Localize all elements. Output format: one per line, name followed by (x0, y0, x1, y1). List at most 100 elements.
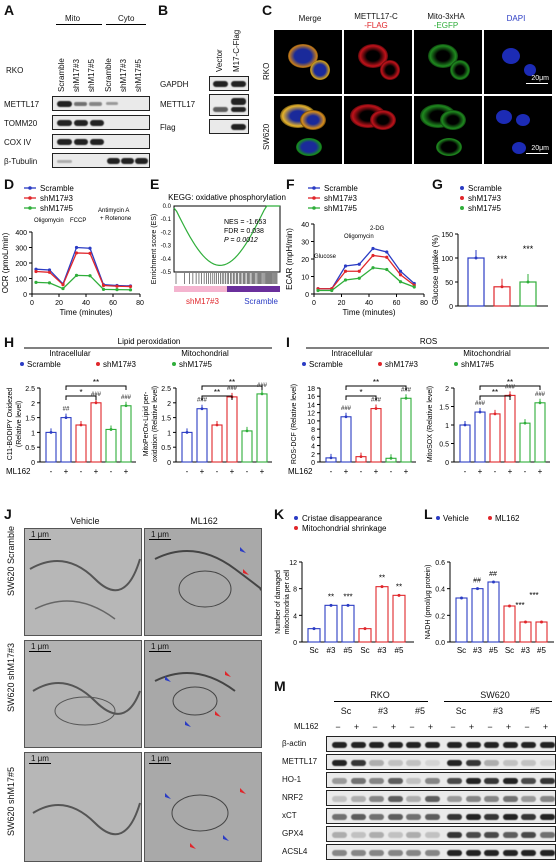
data-point (316, 288, 320, 293)
x-axis-label: Time (minutes) (342, 308, 395, 317)
bar (519, 281, 537, 307)
y-tick-label: -0.5 (161, 270, 172, 276)
blot-row-label: Flag (160, 123, 176, 132)
data-point (344, 415, 348, 419)
bar (226, 396, 238, 463)
x-tick-label: Sc (505, 646, 514, 655)
em-image-sh5-ml162: 1 μm (144, 752, 262, 862)
significance-stars: ** (492, 388, 498, 397)
data-point (371, 246, 375, 251)
data-point (88, 246, 92, 250)
legend-label: Vehicle (443, 514, 469, 523)
data-point (215, 423, 219, 427)
blot-row-label: GPX4 (282, 829, 304, 838)
data-point (128, 284, 133, 289)
significance-bracket (65, 395, 97, 400)
y-tick-label: 10 (301, 275, 309, 282)
data-point (61, 283, 65, 287)
treatment-sign: + (64, 467, 69, 476)
significance-hash: ## (63, 407, 70, 413)
column-mettl17: METTL17-C (354, 12, 398, 21)
data-point (478, 410, 482, 414)
treatment-sign: − (450, 722, 456, 732)
column-vehicle: Vehicle (70, 516, 100, 526)
column-merge: Merge (298, 14, 322, 23)
x-tick-label: 20 (55, 300, 63, 307)
scale-bar-label: 1 μm (151, 642, 169, 651)
lane-label: Scramble (104, 58, 113, 92)
significance-hash: ### (121, 395, 132, 401)
cell-line-rko: RKO (6, 66, 24, 75)
blot-band (484, 814, 499, 820)
blot-band (502, 778, 518, 784)
panel-label-d: D (4, 176, 15, 192)
treatment-sign: - (464, 467, 467, 476)
blot-band (484, 760, 499, 766)
em-image-sh3-ml162: 1 μm (144, 640, 262, 748)
group-label: #5 (414, 706, 425, 716)
significance-hash: ## (489, 571, 497, 578)
blot-band (387, 742, 403, 748)
scale-bar-label: 1 μm (151, 530, 169, 539)
panel-label-k: K (274, 506, 285, 522)
blot-band (465, 796, 481, 802)
series-line (35, 246, 131, 287)
significance-stars: *** (529, 591, 538, 600)
panel-label-j: J (4, 506, 12, 522)
blot-row-label: β-Tubulin (4, 157, 38, 166)
bar (256, 393, 268, 463)
scale-bar-label: 20μm (531, 75, 549, 82)
data-point (343, 269, 348, 273)
group-label: #3 (377, 706, 388, 716)
bar (181, 431, 193, 463)
blot-band (447, 760, 462, 766)
chart-f: 0 10 20 30 40 0 20 40 60 80 Time (minutes) ECAR (mp… (285, 184, 428, 317)
treatment-sign: - (246, 467, 249, 476)
series-line (35, 274, 131, 291)
data-point (47, 281, 52, 285)
y-tick-label: 100 (441, 256, 453, 263)
blot-row-label: β-actin (282, 739, 307, 748)
y-tick-label: 12 (289, 560, 297, 567)
legend-marker (436, 516, 440, 520)
data-point (185, 431, 189, 434)
y-tick-label: 1.5 (25, 416, 35, 423)
data-point (79, 423, 83, 427)
significance-hash: ## (473, 578, 481, 585)
significance-stars: *** (343, 592, 352, 601)
treatment-sign: + (427, 722, 434, 732)
blot-band (387, 832, 403, 838)
bar (241, 430, 253, 463)
blot-band (406, 832, 421, 838)
significance-stars: *** (497, 254, 508, 264)
y-axis-label: ECAR (mpH/min) (285, 228, 294, 290)
blot-band (387, 850, 403, 856)
bar (467, 257, 485, 307)
blot-band (369, 796, 384, 802)
significance-stars: * (79, 388, 82, 397)
y-tick-label: 2 (311, 452, 315, 459)
micrograph-flag-rko (344, 30, 412, 94)
data-point (61, 286, 65, 291)
annotation: Antimycin A (98, 208, 129, 214)
data-point (329, 603, 333, 607)
y-tick-label: 0 (311, 460, 315, 467)
blot-band (465, 814, 481, 820)
data-point (359, 455, 363, 459)
y-tick-label: 300 (15, 246, 27, 253)
bar (504, 394, 516, 463)
x-tick-label: #3 (473, 646, 482, 655)
significance-bracket (479, 385, 541, 390)
bar (75, 424, 87, 463)
column-dapi: DAPI (506, 14, 526, 23)
legend-label: shM17#3 (468, 194, 501, 203)
y-tick-label: 16 (307, 394, 315, 401)
annotation: 2-DG (370, 226, 385, 232)
significance-stars: ** (379, 574, 385, 583)
lane-label: Vector (215, 49, 224, 72)
row-label: SW620 Scramble (6, 525, 16, 596)
data-point (34, 267, 38, 271)
treatment-label: ML162 (6, 467, 31, 476)
y-axis-label: ROS-DCF (Relative level) (291, 384, 298, 464)
